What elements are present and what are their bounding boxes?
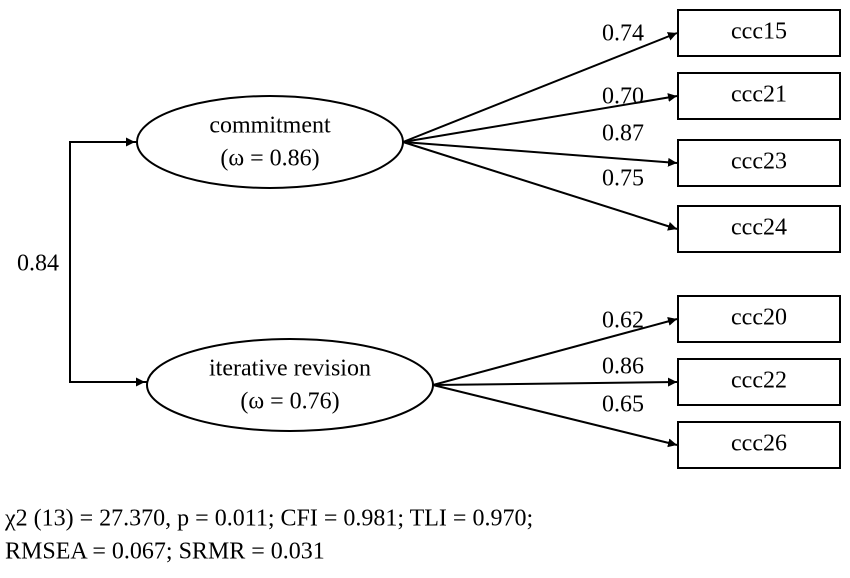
indicator-box	[677, 139, 841, 187]
loading-label: 0.65	[602, 392, 644, 418]
loading-label: 0.86	[602, 354, 644, 380]
indicator-label: ccc24	[731, 215, 787, 241]
loading-arrow	[402, 93, 678, 143]
indicator-label: ccc21	[731, 82, 787, 108]
indicator-label: ccc20	[731, 305, 787, 331]
loading-label: 0.87	[602, 121, 644, 147]
indicator-box	[677, 295, 841, 343]
indicator-label: ccc15	[731, 19, 787, 45]
indicator-box	[677, 205, 841, 253]
factor-omega: (ω = 0.76)	[240, 389, 339, 415]
factor-omega: (ω = 0.86)	[220, 146, 319, 172]
indicator-box	[677, 358, 841, 406]
loading-label: 0.70	[602, 84, 644, 110]
loading-arrow	[402, 32, 678, 143]
fit-line: χ2 (13) = 27.370, p = 0.011; CFI = 0.981…	[4, 506, 533, 532]
indicator-label: ccc26	[731, 431, 787, 457]
indicator-label: ccc23	[731, 149, 787, 175]
factor-label: iterative revision	[209, 356, 371, 382]
loading-arrow	[432, 377, 678, 387]
loading-arrow	[402, 141, 678, 167]
loading-label: 0.62	[602, 308, 644, 334]
loading-label: 0.74	[602, 21, 644, 47]
fit-line: RMSEA = 0.067; SRMR = 0.031	[5, 539, 325, 565]
factor-label: commitment	[209, 113, 331, 139]
loading-arrow	[432, 317, 678, 386]
loading-arrow	[402, 141, 678, 231]
indicator-box	[677, 72, 841, 120]
loading-arrow	[432, 384, 678, 448]
correlation-label: 0.84	[17, 251, 59, 277]
indicator-box	[677, 9, 841, 57]
factor-ellipse	[136, 95, 404, 189]
indicator-label: ccc22	[731, 368, 787, 394]
indicator-box	[677, 421, 841, 469]
loading-label: 0.75	[602, 166, 644, 192]
factor-ellipse	[146, 338, 434, 432]
correlation-path	[69, 141, 147, 383]
